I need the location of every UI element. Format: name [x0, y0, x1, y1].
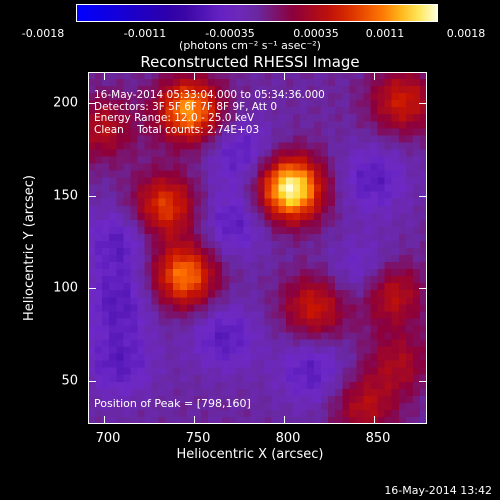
y-tick-label: 50 [61, 373, 78, 389]
heatmap-image [88, 72, 427, 424]
x-axis-label: Heliocentric X (arcsec) [176, 447, 324, 462]
y-tick [419, 103, 427, 104]
x-tick [284, 416, 285, 424]
plot-area [88, 72, 427, 424]
footer-timestamp: 16-May-2014 13:42 [384, 484, 492, 497]
y-tick [419, 288, 427, 289]
x-tick [104, 72, 105, 80]
y-tick [88, 288, 96, 289]
chart-title: Reconstructed RHESSI Image [140, 53, 360, 71]
y-tick-label: 200 [53, 95, 78, 111]
annotation-block: 16-May-2014 05:33:04.000 to 05:34:36.000… [94, 89, 325, 136]
colorbar [76, 4, 438, 22]
x-tick-label: 850 [365, 431, 391, 446]
annotation-time-range: 16-May-2014 05:33:04.000 to 05:34:36.000 [94, 89, 325, 101]
y-tick-label: 150 [53, 188, 78, 204]
y-tick [88, 196, 96, 197]
annotation-energy-range: Energy Range: 12.0 - 25.0 keV [94, 112, 255, 124]
colorbar-tick-label: 0.0011 [365, 27, 405, 40]
y-tick [419, 196, 427, 197]
annotation-detectors: Detectors: 3F 5F 6F 7F 8F 9F, Att 0 [94, 100, 278, 113]
colorbar-tick-label: -0.0011 [123, 27, 167, 40]
x-tick [374, 72, 375, 80]
x-tick [284, 72, 285, 80]
x-tick [194, 72, 195, 80]
colorbar-tick-label: -0.0018 [21, 27, 65, 40]
peak-position-label: Position of Peak = [798,160] [94, 397, 251, 410]
y-tick [88, 381, 96, 382]
annotation-counts: Clean Total counts: 2.74E+03 [94, 123, 260, 136]
colorbar-tick-label: 0.0018 [446, 27, 486, 40]
x-tick [104, 416, 105, 424]
x-tick-label: 700 [95, 431, 121, 446]
y-tick [419, 381, 427, 382]
colorbar-tick-label: 0.00035 [293, 27, 339, 40]
x-tick [374, 416, 375, 424]
colorbar-unit: (photons cm⁻² s⁻¹ asec⁻²) [179, 39, 321, 52]
x-tick [194, 416, 195, 424]
y-tick-label: 100 [53, 280, 78, 296]
colorbar-tick-label: -0.00035 [205, 27, 255, 40]
x-tick-label: 800 [275, 431, 301, 446]
y-axis-label: Heliocentric Y (arcsec) [22, 175, 37, 321]
x-tick-label: 750 [185, 431, 211, 446]
y-tick [88, 103, 96, 104]
